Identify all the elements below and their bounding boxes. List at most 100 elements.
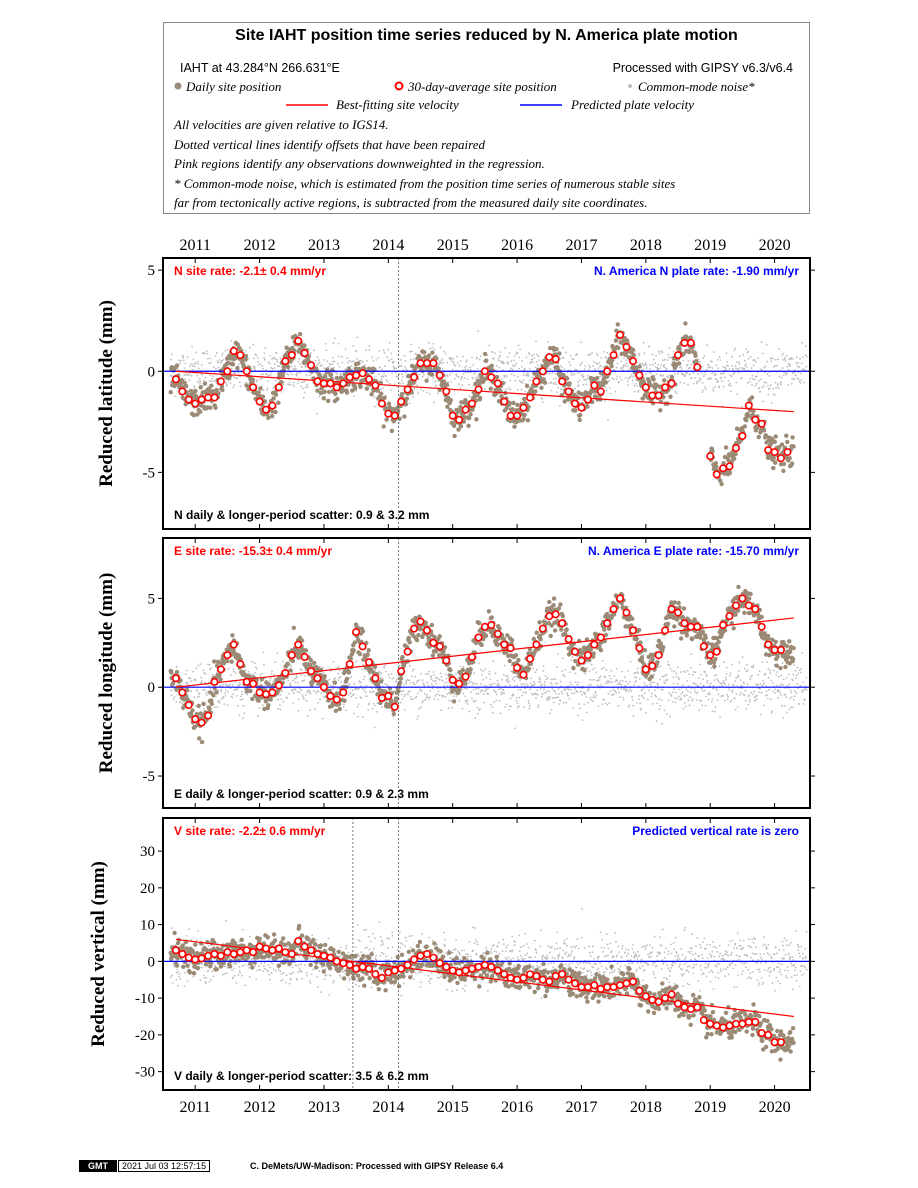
common-mode-point: [729, 374, 732, 377]
common-mode-point: [221, 354, 224, 357]
common-mode-point: [410, 696, 412, 698]
common-mode-point: [569, 364, 572, 367]
common-mode-point: [438, 678, 441, 681]
common-mode-point: [185, 669, 188, 672]
common-mode-point: [200, 680, 203, 682]
common-mode-point: [781, 367, 784, 370]
common-mode-point: [238, 381, 241, 384]
common-mode-point: [534, 366, 537, 369]
common-mode-point: [458, 364, 461, 367]
common-mode-point: [257, 360, 260, 363]
common-mode-point: [368, 673, 371, 676]
daily-point: [631, 352, 636, 358]
common-mode-point: [218, 701, 221, 704]
common-mode-point: [553, 383, 555, 385]
common-mode-point: [779, 383, 782, 386]
common-mode-point: [204, 681, 206, 684]
common-mode-point: [561, 657, 564, 660]
common-mode-point: [705, 695, 707, 698]
common-mode-point: [471, 697, 473, 700]
common-mode-point: [276, 652, 279, 655]
common-mode-point: [215, 695, 217, 698]
common-mode-point: [348, 677, 351, 679]
common-mode-point: [675, 675, 678, 678]
common-mode-point: [512, 364, 515, 367]
common-mode-point: [778, 684, 781, 687]
average-point: [706, 452, 715, 461]
common-mode-point: [212, 375, 215, 377]
common-mode-point: [171, 353, 173, 356]
common-mode-point: [322, 671, 325, 674]
common-mode-point: [464, 368, 467, 371]
common-mode-point: [800, 671, 802, 674]
common-mode-point: [786, 685, 789, 687]
common-mode-point: [462, 369, 465, 372]
common-mode-point: [421, 702, 424, 704]
common-mode-point: [395, 679, 398, 681]
common-mode-point: [739, 367, 742, 369]
common-mode-point: [662, 675, 665, 678]
common-mode-point: [704, 386, 706, 389]
common-mode-point: [782, 717, 785, 719]
common-mode-point: [242, 717, 245, 720]
common-mode-point: [790, 382, 793, 385]
common-mode-point: [747, 703, 750, 706]
common-mode-point: [602, 667, 605, 669]
common-mode-point: [372, 702, 375, 705]
common-mode-point: [700, 687, 703, 690]
common-mode-point: [308, 691, 311, 694]
common-mode-point: [455, 673, 457, 676]
daily-point: [468, 412, 473, 417]
common-mode-point: [502, 689, 505, 692]
common-mode-point: [705, 388, 707, 391]
daily-point: [198, 385, 203, 390]
common-mode-point: [472, 364, 475, 366]
common-mode-point: [476, 706, 479, 709]
common-mode-point: [651, 692, 653, 695]
common-mode-point: [395, 375, 398, 378]
common-mode-point: [229, 382, 232, 385]
common-mode-point: [306, 691, 308, 694]
common-mode-point: [388, 342, 391, 344]
common-mode-point: [235, 377, 237, 379]
common-mode-point: [546, 677, 549, 680]
common-mode-point: [564, 351, 567, 354]
common-mode-point: [569, 681, 572, 684]
daily-point: [243, 353, 249, 359]
daily-point: [424, 378, 429, 383]
daily-point: [458, 404, 463, 410]
common-mode-point: [614, 390, 617, 393]
common-mode-point: [704, 671, 706, 673]
common-mode-point: [473, 672, 475, 674]
common-mode-point: [706, 679, 709, 682]
common-mode-point: [581, 361, 583, 364]
common-mode-point: [537, 706, 539, 709]
common-mode-point: [428, 670, 430, 673]
common-mode-point: [209, 357, 212, 360]
common-mode-point: [797, 672, 800, 675]
common-mode-point: [377, 357, 380, 359]
daily-point: [482, 351, 488, 357]
common-mode-point: [615, 366, 618, 369]
common-mode-point: [661, 351, 664, 354]
common-mode-point: [743, 694, 746, 696]
common-mode-point: [256, 667, 258, 670]
common-mode-point: [782, 374, 785, 377]
common-mode-point: [672, 676, 675, 679]
common-mode-point: [532, 684, 535, 687]
common-mode-point: [774, 358, 777, 361]
common-mode-point: [563, 368, 566, 371]
common-mode-point: [365, 349, 367, 351]
common-mode-point: [506, 356, 509, 358]
common-mode-point: [603, 399, 606, 402]
common-mode-point: [194, 704, 197, 707]
common-mode-point: [776, 690, 779, 693]
common-mode-point: [619, 367, 622, 369]
common-mode-point: [613, 693, 615, 696]
common-mode-point: [382, 349, 385, 352]
common-mode-point: [362, 664, 365, 666]
daily-point: [619, 351, 624, 357]
legend-common-mode: Common-mode noise*: [638, 79, 755, 94]
daily-point: [288, 668, 293, 673]
common-mode-point: [689, 366, 692, 369]
